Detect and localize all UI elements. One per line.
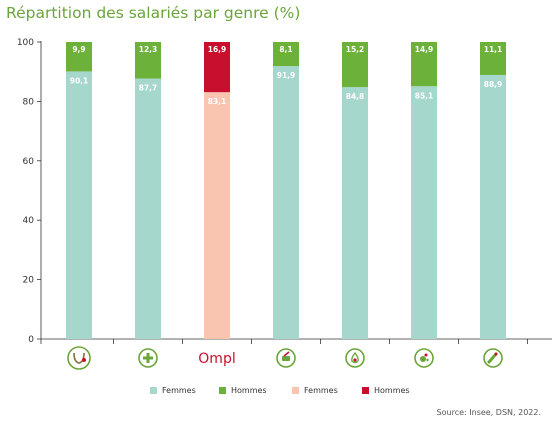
pharmacy-icon [276,348,296,368]
legend-label: Hommes [231,386,267,395]
y-tick-label: 60 [23,157,35,167]
data-label-hommes: 15,2 [346,45,365,54]
legend-swatch [150,387,157,394]
bar-femmes [66,71,92,339]
bar-hommes [480,42,506,75]
data-label-femmes: 85,1 [415,91,434,100]
data-label-femmes: 84,8 [346,92,365,101]
legend-swatch [292,387,299,394]
bar-hommes [204,42,230,93]
dental-drop-icon [345,348,365,368]
bar-femmes [480,74,506,339]
ompl-logo: Ompl [198,351,235,367]
data-label-hommes: 12,3 [139,45,158,54]
y-tick-label: 0 [28,335,34,345]
data-label-femmes: 91,9 [277,71,296,80]
medical-cross-icon [138,348,158,368]
y-tick-label: 80 [23,97,35,107]
legend-label: Femmes [162,386,196,395]
legend-label: Hommes [374,386,410,395]
data-label-hommes: 9,9 [72,45,85,54]
y-tick-label: 100 [17,38,34,48]
bar-hommes [342,42,368,88]
bar-femmes [342,87,368,339]
data-label-femmes: 90,1 [70,76,89,85]
data-label-femmes: 88,9 [484,80,503,89]
bar-femmes [204,92,230,340]
bar-femmes [411,86,437,340]
legend-swatch [219,387,226,394]
data-label-femmes: 87,7 [139,84,158,93]
source-note: Source: Insee, DSN, 2022. [436,408,541,417]
bar-femmes [135,78,161,339]
veterinary-icon [414,348,434,368]
bar-hommes [411,42,437,87]
bar-hommes [273,42,299,67]
chart-title: Répartition des salariés par genre (%) [6,4,301,22]
bar-hommes [66,42,92,72]
legend-swatch [362,387,369,394]
stethoscope-icon [67,346,91,370]
data-label-hommes: 8,1 [279,45,292,54]
y-tick-label: 40 [23,216,35,226]
bar-hommes [135,42,161,79]
data-label-hommes: 14,9 [415,45,434,54]
legend-label: Femmes [304,386,338,395]
bar-femmes [273,66,299,339]
data-label-hommes: 16,9 [208,45,227,54]
lab-tube-icon [483,348,503,368]
y-tick-label: 20 [23,276,35,286]
data-label-hommes: 11,1 [484,45,503,54]
data-label-femmes: 83,1 [208,97,227,106]
